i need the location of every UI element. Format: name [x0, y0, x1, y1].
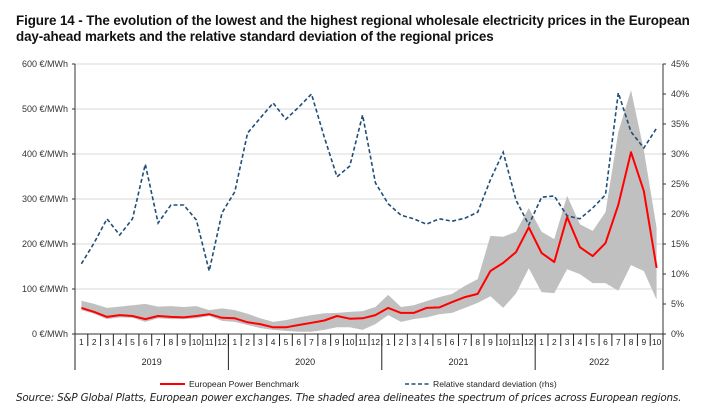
left-tick-label: 100 €/MWh [22, 284, 68, 294]
month-label: 4 [424, 337, 429, 347]
year-label: 2019 [142, 357, 162, 367]
month-label: 7 [309, 337, 314, 347]
month-label: 12 [371, 337, 381, 347]
x-axis-month-ticks: 1 2 3 4 5 6 7 8 9 10 11 12 1 2 3 4 5 6 7 8 9 10 11 12 1 2 3 4 5 6 7 8 9 1… [74, 334, 664, 347]
left-tick-label: 400 €/MWh [22, 149, 68, 159]
right-tick-label: 5% [671, 299, 684, 309]
month-label: 1 [79, 337, 84, 347]
month-label: 12 [524, 337, 534, 347]
month-label: 9 [641, 337, 646, 347]
right-tick-label: 10% [671, 269, 689, 279]
month-label: 4 [271, 337, 276, 347]
month-label: 11 [205, 337, 214, 347]
month-label: 1 [232, 337, 237, 347]
left-tick-label: 200 €/MWh [22, 239, 68, 249]
source-note: Source: S&P Global Platts, European powe… [16, 392, 682, 404]
right-tick-label: 15% [671, 239, 689, 249]
month-label: 6 [143, 337, 148, 347]
month-label: 5 [437, 337, 442, 347]
month-label: 8 [475, 337, 480, 347]
month-label: 10 [345, 337, 355, 347]
month-label: 3 [258, 337, 263, 347]
month-label: 7 [616, 337, 621, 347]
month-label: 4 [578, 337, 583, 347]
month-label: 2 [399, 337, 404, 347]
left-tick-label: 300 €/MWh [22, 194, 68, 204]
legend-label-rsd: Relative standard deviation (rhs) [433, 379, 557, 389]
month-label: 5 [590, 337, 595, 347]
month-label: 1 [386, 337, 391, 347]
month-label: 1 [539, 337, 544, 347]
month-label: 9 [181, 337, 186, 347]
month-label: 3 [105, 337, 110, 347]
left-axis-ticks: 0 €/MWh 100 €/MWh 200 €/MWh 300 €/MWh 400 €/… [22, 59, 75, 339]
month-label: 9 [335, 337, 340, 347]
month-label: 2 [92, 337, 97, 347]
month-label: 8 [322, 337, 327, 347]
rsd-series-line [80, 92, 658, 272]
price-range-band [81, 90, 657, 332]
month-label: 3 [565, 337, 570, 347]
figure-title: Figure 14 - The evolution of the lowest … [16, 13, 690, 44]
right-tick-label: 35% [671, 119, 689, 129]
month-label: 10 [192, 337, 202, 347]
month-label: 8 [629, 337, 634, 347]
right-tick-label: 20% [671, 209, 689, 219]
right-tick-label: 0% [671, 329, 684, 339]
month-label: 7 [463, 337, 468, 347]
month-label: 6 [296, 337, 301, 347]
right-tick-label: 30% [671, 149, 689, 159]
month-label: 11 [358, 337, 367, 347]
month-label: 4 [117, 337, 122, 347]
legend-label-benchmark: European Power Benchmark [189, 379, 300, 389]
x-axis-year-labels: 2019 2020 2021 2022 [74, 334, 664, 370]
month-label: 11 [512, 337, 521, 347]
year-label: 2021 [448, 357, 468, 367]
month-label: 6 [603, 337, 608, 347]
month-label: 6 [450, 337, 455, 347]
month-label: 10 [652, 337, 662, 347]
month-label: 9 [488, 337, 493, 347]
right-axis-ticks: 0% 5% 10% 15% 20% 25% 30% 35% 40% 45% [663, 59, 689, 339]
month-label: 12 [217, 337, 227, 347]
legend-item-benchmark: European Power Benchmark [160, 379, 300, 389]
month-label: 2 [245, 337, 250, 347]
month-label: 3 [411, 337, 416, 347]
left-tick-label: 0 €/MWh [32, 329, 68, 339]
right-tick-label: 45% [671, 59, 689, 69]
left-tick-label: 600 €/MWh [22, 59, 68, 69]
month-label: 2 [552, 337, 557, 347]
legend: European Power Benchmark Relative standa… [160, 379, 557, 389]
month-label: 5 [284, 337, 289, 347]
legend-item-rsd: Relative standard deviation (rhs) [405, 379, 557, 389]
month-label: 10 [499, 337, 509, 347]
benchmark-series-line [81, 151, 658, 329]
month-label: 5 [130, 337, 135, 347]
left-tick-label: 500 €/MWh [22, 104, 68, 114]
right-tick-label: 40% [671, 89, 689, 99]
year-label: 2020 [295, 357, 315, 367]
year-label: 2022 [589, 357, 609, 367]
month-label: 7 [156, 337, 161, 347]
month-label: 8 [169, 337, 174, 347]
right-tick-label: 25% [671, 179, 689, 189]
